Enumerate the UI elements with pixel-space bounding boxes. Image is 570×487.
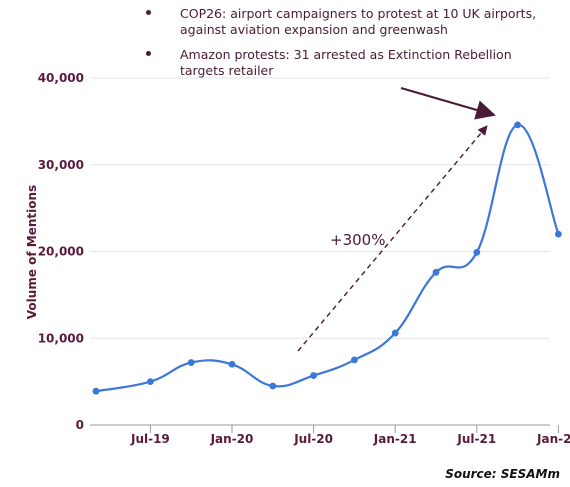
y-axis-title: Volume of Mentions <box>25 185 39 319</box>
x-tick-label: Jul-20 <box>293 432 333 446</box>
annotation-text: Amazon protests: 31 arrested as Extincti… <box>180 47 512 78</box>
y-tick-label: 20,000 <box>38 245 84 259</box>
data-point <box>391 329 399 337</box>
data-point <box>269 382 277 390</box>
data-point <box>147 378 154 386</box>
annotation-cop26: COP26: airport campaigners to protest at… <box>146 6 560 38</box>
growth-label: +300% <box>330 231 385 249</box>
x-tick-labels: Jul-19 Jan-20 Jul-20 Jan-21 Jul-21 Jan-22 <box>130 432 570 446</box>
y-tick-label: 30,000 <box>38 158 84 172</box>
growth-arrow <box>297 125 488 352</box>
source-label: Source: SESAMm <box>445 467 560 481</box>
bullet-icon <box>146 51 151 56</box>
bullet-icon <box>146 10 151 15</box>
x-tick-label: Jan-20 <box>210 432 254 446</box>
y-tick-labels: 0 10,000 20,000 30,000 40,000 <box>38 71 84 432</box>
data-point <box>432 268 440 276</box>
annotation-text: COP26: airport campaigners to protest at… <box>180 6 537 37</box>
peak-arrow <box>400 86 496 120</box>
x-tick-label: Jan-22 <box>536 432 570 446</box>
data-point <box>92 387 100 395</box>
data-point <box>473 248 481 256</box>
y-tick-label: 0 <box>76 418 84 432</box>
y-tick-label: 40,000 <box>38 71 84 85</box>
x-tick-label: Jan-21 <box>373 432 417 446</box>
gridlines <box>90 77 559 433</box>
data-point <box>555 230 562 238</box>
x-tick-label: Jul-19 <box>130 432 170 446</box>
data-point <box>310 372 317 379</box>
x-tick-label: Jul-21 <box>456 432 496 446</box>
data-points <box>92 121 562 395</box>
data-point <box>351 356 358 364</box>
data-point <box>228 360 236 368</box>
data-point <box>514 121 521 129</box>
y-tick-label: 10,000 <box>38 331 84 345</box>
data-point <box>187 359 195 366</box>
annotation-amazon: Amazon protests: 31 arrested as Extincti… <box>146 47 560 79</box>
